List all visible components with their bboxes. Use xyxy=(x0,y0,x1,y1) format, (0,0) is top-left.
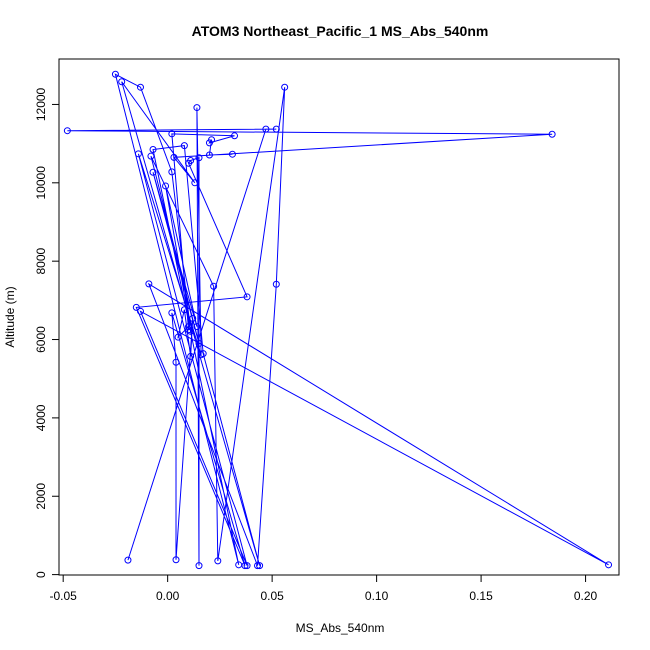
data-point xyxy=(174,333,182,341)
data-point xyxy=(136,83,144,91)
data-point xyxy=(180,306,188,314)
y-tick-label: 6000 xyxy=(34,326,48,353)
x-tick-label: 0.10 xyxy=(365,589,389,603)
data-point xyxy=(162,182,170,190)
data-point xyxy=(208,136,216,144)
data-point xyxy=(168,168,176,176)
data-point xyxy=(172,358,180,366)
data-point xyxy=(195,154,203,162)
series-line xyxy=(67,73,609,566)
data-point xyxy=(111,70,119,78)
y-tick-label: 10000 xyxy=(34,166,48,200)
plot-area xyxy=(63,70,613,570)
data-point xyxy=(168,309,176,317)
data-point xyxy=(132,303,140,311)
data-point xyxy=(134,150,142,158)
x-tick-label: 0.15 xyxy=(469,589,493,603)
y-tick-label: 2000 xyxy=(34,483,48,510)
x-tick-label: 0.05 xyxy=(260,589,284,603)
data-point xyxy=(281,83,289,91)
data-point xyxy=(193,323,201,331)
data-point xyxy=(149,146,157,154)
data-point xyxy=(145,280,153,288)
data-point xyxy=(191,179,199,187)
data-point xyxy=(272,280,280,288)
data-point xyxy=(170,153,178,161)
x-axis: -0.05 0.00 0.05 0.10 0.15 0.20 xyxy=(49,575,598,603)
data-point xyxy=(205,151,213,159)
y-tick-label: 4000 xyxy=(34,404,48,431)
data-point xyxy=(256,562,264,570)
x-tick-label: -0.05 xyxy=(49,589,77,603)
data-point xyxy=(197,351,205,359)
data-point xyxy=(180,142,188,150)
data-point xyxy=(210,282,218,290)
data-point xyxy=(195,339,203,347)
y-axis-label: Altitude (m) xyxy=(3,286,17,347)
data-point xyxy=(189,314,197,322)
data-point xyxy=(147,152,155,160)
x-tick-label: 0.00 xyxy=(156,589,180,603)
data-point xyxy=(168,130,176,138)
data-point xyxy=(185,326,193,334)
y-axis: 0 2000 4000 6000 8000 10000 12000 xyxy=(34,87,59,578)
data-point xyxy=(185,323,193,331)
data-point xyxy=(149,168,157,176)
data-point xyxy=(185,159,193,167)
data-point xyxy=(231,132,239,140)
data-point xyxy=(193,104,201,112)
data-point xyxy=(124,556,132,564)
data-point xyxy=(605,561,613,569)
data-point xyxy=(241,562,249,570)
y-tick-label: 12000 xyxy=(34,87,48,121)
data-point xyxy=(136,307,144,315)
data-point xyxy=(195,562,203,570)
data-point xyxy=(172,556,180,564)
x-axis-label: MS_Abs_540nm xyxy=(296,621,385,635)
data-point xyxy=(118,78,126,86)
x-tick-label: 0.20 xyxy=(574,589,598,603)
data-point xyxy=(214,557,222,565)
data-point xyxy=(187,352,195,360)
data-point xyxy=(262,125,270,133)
data-point xyxy=(243,562,251,570)
data-point xyxy=(272,125,280,133)
data-point xyxy=(548,130,556,138)
y-tick-label: 0 xyxy=(34,571,48,578)
data-point xyxy=(63,127,71,135)
data-point xyxy=(228,150,236,158)
y-tick-label: 8000 xyxy=(34,247,48,274)
chart-title: ATOM3 Northeast_Pacific_1 MS_Abs_540nm xyxy=(192,23,489,39)
data-point xyxy=(254,562,262,570)
data-point xyxy=(243,293,251,301)
plot-frame xyxy=(58,58,620,576)
